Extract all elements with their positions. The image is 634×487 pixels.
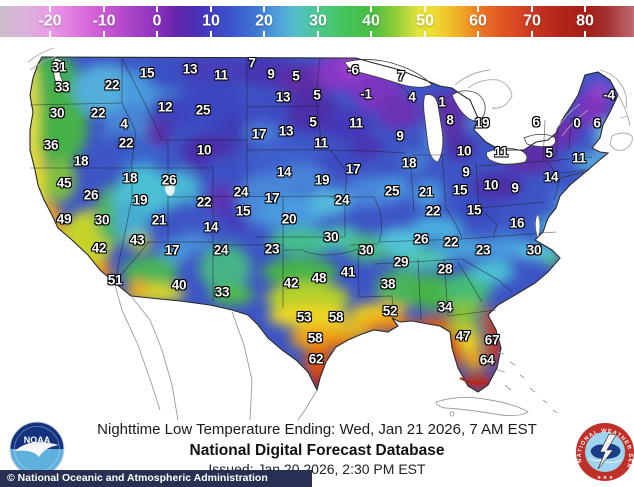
database-title: National Digital Forecast Database	[189, 442, 445, 459]
us-coastline	[29, 56, 619, 393]
great-lakes	[344, 59, 556, 165]
scale-tick	[317, 6, 319, 12]
temperature-color-scale: -20 -10 0 10 20 30 40 50 60 70 80	[0, 6, 634, 37]
florida-keys	[459, 377, 489, 385]
scale-tick	[584, 6, 586, 12]
scale-tick	[424, 31, 426, 37]
noaa-seagull-icon	[15, 442, 59, 457]
scale-label-40: 40	[362, 11, 380, 29]
lightning-bolt-icon	[597, 433, 617, 470]
copyright-watermark: © National Oceanic and Atmospheric Admin…	[0, 470, 312, 487]
scale-tick	[49, 31, 51, 37]
scale-tick	[477, 6, 479, 12]
scale-label-30: 30	[309, 11, 327, 29]
scale-tick	[156, 31, 158, 37]
scale-tick	[263, 31, 265, 37]
scale-label-20: 20	[255, 11, 273, 29]
scale-tick	[103, 31, 105, 37]
scale-tick	[156, 6, 158, 12]
scale-tick	[584, 31, 586, 37]
scale-tick	[531, 31, 533, 37]
scale-label--10: -10	[92, 11, 116, 29]
scale-tick	[370, 31, 372, 37]
temperature-field	[30, 57, 618, 392]
scale-tick	[317, 31, 319, 37]
scale-tick	[210, 31, 212, 37]
canada-outlines	[27, 47, 633, 151]
puget-sound	[51, 57, 585, 239]
scale-tick	[370, 6, 372, 12]
nws-stars: ★ ★ ★	[597, 475, 614, 481]
scale-tick	[49, 6, 51, 12]
scale-label-10: 10	[202, 11, 220, 29]
map-title: Nighttime Low Temperature Ending: Wed, J…	[97, 421, 537, 438]
scale-tick	[210, 6, 212, 12]
scale-tick	[424, 6, 426, 12]
scale-label-80: 80	[576, 11, 594, 29]
scale-tick	[103, 6, 105, 12]
scale-label--20: -20	[38, 11, 62, 29]
scale-label-60: 60	[469, 11, 487, 29]
scale-tick	[531, 6, 533, 12]
nws-logo: NATIONAL WEATHER SERVICE ★ ★ ★	[575, 422, 634, 481]
scale-label-0: 0	[152, 11, 162, 29]
scale-tick	[477, 31, 479, 37]
noaa-logo-text: NOAA	[24, 435, 51, 445]
noaa-logo: NOAA	[9, 421, 65, 477]
scale-label-50: 50	[416, 11, 434, 29]
mexico-outlines	[114, 284, 318, 421]
scale-label-70: 70	[523, 11, 541, 29]
scale-tick	[263, 6, 265, 12]
caribbean-islands	[435, 351, 558, 417]
